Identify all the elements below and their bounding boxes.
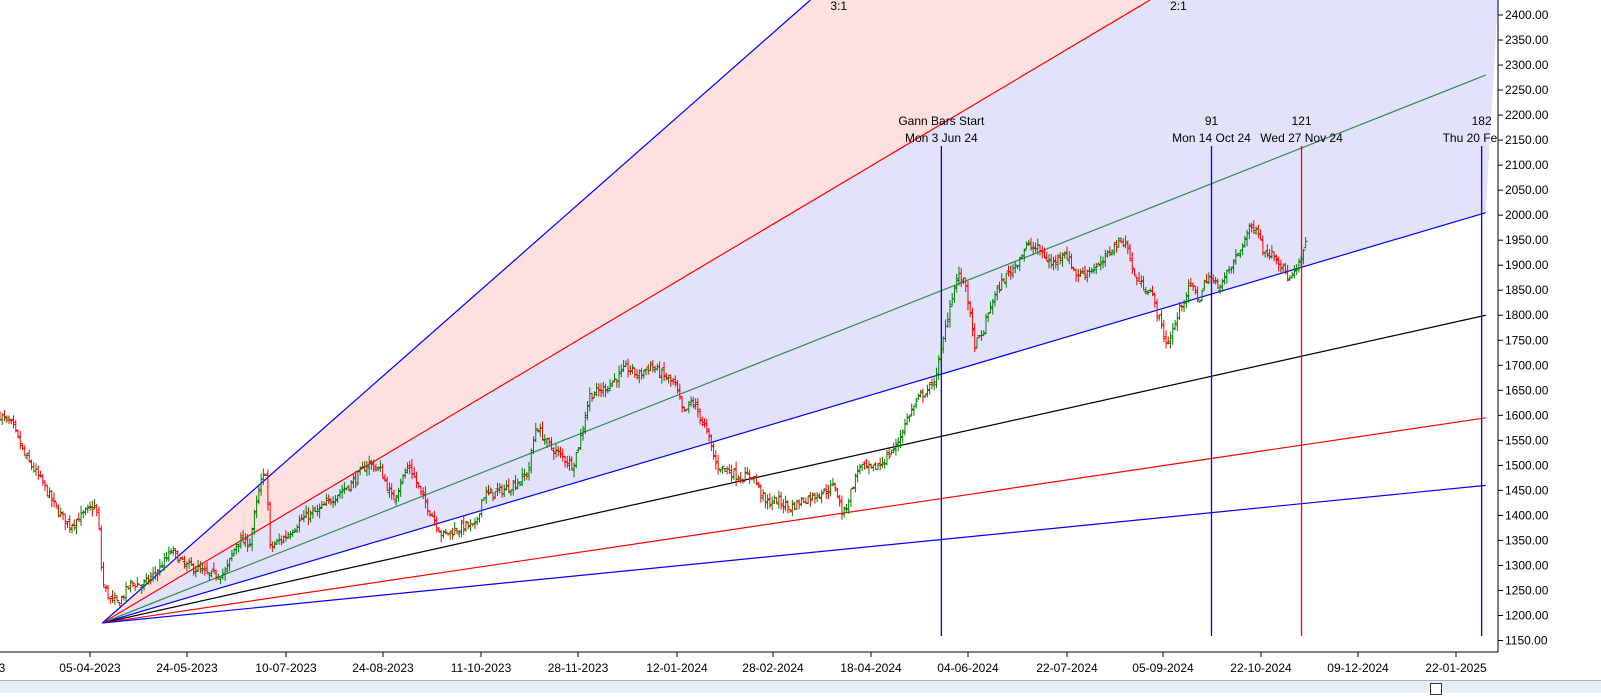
x-tick-label: 22-10-2024 — [1230, 661, 1292, 675]
gann-line-3x4 — [102, 314, 1486, 624]
y-tick-label: 1900.00 — [1505, 258, 1549, 272]
y-tick-label: 1650.00 — [1505, 383, 1549, 397]
y-tick-label: 1600.00 — [1505, 408, 1549, 422]
y-tick-label: 1300.00 — [1505, 558, 1549, 572]
vertical-marker-date: Wed 27 Nov 24 — [1260, 131, 1343, 145]
x-tick-label: 18-04-2024 — [840, 661, 902, 675]
gann-line-1x2 — [102, 417, 1486, 624]
y-tick-label: 1400.00 — [1505, 508, 1549, 522]
y-tick-label: 1800.00 — [1505, 308, 1549, 322]
y-tick-label: 2000.00 — [1505, 208, 1549, 222]
gann-fan-layer — [101, 0, 1486, 624]
x-tick-label: 22-07-2024 — [1036, 661, 1098, 675]
gann-line-1x3 — [102, 484, 1486, 624]
y-tick-label: 1550.00 — [1505, 433, 1549, 447]
x-tick-label: 24-05-2023 — [156, 661, 218, 675]
y-tick-label: 1450.00 — [1505, 483, 1549, 497]
vertical-marker-layer — [940, 146, 1483, 636]
horizontal-scrollbar[interactable] — [0, 680, 1601, 695]
x-axis: 2023 05-04-2023 24-05-2023 10-07-2023 24-08-… — [0, 651, 1601, 680]
y-tick-label: 2050.00 — [1505, 183, 1549, 197]
gann-ratio-label-2x1: 2:1 — [1170, 0, 1187, 13]
x-axis-background — [0, 652, 1601, 680]
gann-fill-layer — [102, 0, 1499, 623]
x-tick-label: 09-12-2024 — [1327, 661, 1389, 675]
y-tick-label: 1850.00 — [1505, 283, 1549, 297]
y-tick-label: 1500.00 — [1505, 458, 1549, 472]
y-tick-label: 1750.00 — [1505, 333, 1549, 347]
x-tick-label: 05-04-2023 — [59, 661, 121, 675]
gann-line-1x1 — [102, 212, 1486, 624]
vertical-marker-title: 121 — [1292, 114, 1312, 128]
y-axis-background — [1498, 0, 1601, 652]
y-tick-label: 1700.00 — [1505, 358, 1549, 372]
y-tick-label: 1150.00 — [1505, 633, 1548, 647]
y-tick-label: 2400.00 — [1505, 8, 1549, 22]
y-tick-label: 1350.00 — [1505, 533, 1549, 547]
scrollbar-thumb[interactable] — [1430, 683, 1442, 695]
y-tick-label: 2200.00 — [1505, 108, 1549, 122]
x-tick-label: 2023 — [0, 661, 6, 675]
x-tick-label: 28-02-2024 — [742, 661, 804, 675]
vertical-marker-date: Mon 14 Oct 24 — [1172, 131, 1251, 145]
vertical-marker-title: 91 — [1205, 114, 1219, 128]
gann-ratio-label-3x1: 3:1 — [830, 0, 847, 13]
y-tick-label: 2250.00 — [1505, 83, 1549, 97]
price-bars-layer — [0, 220, 1308, 607]
gann-line-4x3 — [102, 74, 1486, 624]
y-tick-label: 1200.00 — [1505, 608, 1549, 622]
fill-1x1-2x1 — [102, 0, 1499, 623]
y-axis: 2400.00 2350.00 2300.00 2250.00 2200.00 2150.… — [1497, 0, 1601, 652]
vertical-marker-title: Gann Bars Start — [898, 114, 985, 128]
x-tick-label: 10-07-2023 — [255, 661, 317, 675]
x-tick-label: 04-06-2024 — [937, 661, 999, 675]
x-tick-label: 05-09-2024 — [1132, 661, 1194, 675]
vertical-marker-title: 182 — [1472, 114, 1492, 128]
y-tick-label: 1950.00 — [1505, 233, 1549, 247]
y-tick-label: 2100.00 — [1505, 158, 1549, 172]
y-tick-label: 2150.00 — [1505, 133, 1549, 147]
vertical-marker-date: Mon 3 Jun 24 — [905, 131, 978, 145]
y-tick-label: 1250.00 — [1505, 583, 1549, 597]
x-tick-label: 24-08-2023 — [352, 661, 414, 675]
y-tick-label: 2300.00 — [1505, 58, 1549, 72]
gann-line-2x1 — [102, 0, 1151, 624]
x-tick-label: 28-11-2023 — [548, 661, 609, 675]
x-tick-label: 11-10-2023 — [451, 661, 512, 675]
x-tick-label: 12-01-2024 — [646, 661, 708, 675]
x-tick-label: 22-01-2025 — [1425, 661, 1487, 675]
gann-line-3x1 — [101, 0, 811, 624]
y-tick-label: 2350.00 — [1505, 33, 1549, 47]
